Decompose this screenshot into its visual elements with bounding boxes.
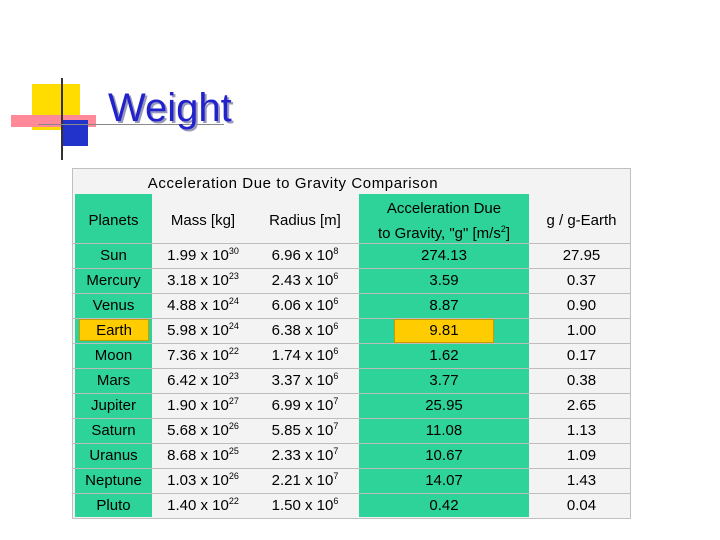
cell-planet: Neptune <box>85 472 142 489</box>
cell-planet: Uranus <box>89 447 138 464</box>
cell-acceleration: 3.59 <box>429 272 459 289</box>
acceleration-column-highlight <box>359 194 529 517</box>
table-row: Venus 4.88 x 1024 6.06 x 106 8.87 0.90 <box>73 293 630 318</box>
table-row: Pluto 1.40 x 1022 1.50 x 106 0.42 0.04 <box>73 493 630 518</box>
cell-mass: 1.40 x 1022 <box>167 496 239 515</box>
cell-planet: Earth <box>79 319 149 341</box>
cell-mass: 5.98 x 1024 <box>167 321 239 340</box>
header-planets: Planets <box>88 212 139 229</box>
cell-radius: 1.50 x 106 <box>271 496 339 515</box>
cell-ratio: 1.13 <box>566 422 597 439</box>
header-acceleration: Acceleration Due to Gravity, "g" [m/s2] <box>377 199 511 242</box>
table-row: Uranus 8.68 x 1025 2.33 x 107 10.67 1.09 <box>73 443 630 468</box>
cell-ratio: 0.17 <box>566 347 597 364</box>
decor-vertical-line <box>61 78 63 160</box>
cell-radius: 6.38 x 106 <box>271 321 339 340</box>
cell-planet: Jupiter <box>90 397 137 414</box>
table-row: Neptune 1.03 x 1026 2.21 x 107 14.07 1.43 <box>73 468 630 493</box>
cell-acceleration: 3.77 <box>429 372 459 389</box>
cell-mass: 1.90 x 1027 <box>167 396 239 415</box>
cell-mass: 5.68 x 1026 <box>167 421 239 440</box>
cell-planet: Mercury <box>86 272 141 289</box>
table-row: Mercury 3.18 x 1023 2.43 x 106 3.59 0.37 <box>73 268 630 293</box>
cell-radius: 6.96 x 108 <box>271 246 339 265</box>
cell-radius: 2.43 x 106 <box>271 271 339 290</box>
table-row: Jupiter 1.90 x 1027 6.99 x 107 25.95 2.65 <box>73 393 630 418</box>
cell-acceleration: 8.87 <box>429 297 459 314</box>
header-mass: Mass [kg] <box>170 212 236 229</box>
cell-ratio: 1.09 <box>566 447 597 464</box>
cell-mass: 1.99 x 1030 <box>167 246 239 265</box>
cell-planet: Mars <box>96 372 131 389</box>
table-row: Moon 7.36 x 1022 1.74 x 106 1.62 0.17 <box>73 343 630 368</box>
table-caption: Acceleration Due to Gravity Comparison <box>147 175 439 192</box>
cell-planet: Moon <box>94 347 133 364</box>
cell-mass: 4.88 x 1024 <box>167 296 239 315</box>
cell-acceleration: 10.67 <box>425 447 463 464</box>
cell-mass: 8.68 x 1025 <box>167 446 239 465</box>
cell-radius: 6.99 x 107 <box>271 396 339 415</box>
cell-ratio: 2.65 <box>566 397 597 414</box>
cell-radius: 6.06 x 106 <box>271 296 339 315</box>
cell-mass: 6.42 x 1023 <box>167 371 239 390</box>
cell-radius: 2.33 x 107 <box>271 446 339 465</box>
table-row: Saturn 5.68 x 1026 5.85 x 107 11.08 1.13 <box>73 418 630 443</box>
cell-ratio: 0.04 <box>566 497 597 514</box>
cell-radius: 3.37 x 106 <box>271 371 339 390</box>
cell-ratio: 27.95 <box>562 247 601 264</box>
cell-mass: 7.36 x 1022 <box>167 346 239 365</box>
cell-radius: 2.21 x 107 <box>271 471 339 490</box>
gravity-table: Acceleration Due to Gravity Comparison P… <box>72 168 631 519</box>
cell-planet: Saturn <box>91 422 136 439</box>
cell-acceleration: 274.13 <box>421 247 467 264</box>
table-row: Mars 6.42 x 1023 3.37 x 106 3.77 0.38 <box>73 368 630 393</box>
cell-mass: 3.18 x 1023 <box>167 271 239 290</box>
cell-ratio: 0.38 <box>566 372 597 389</box>
table-row: Earth 5.98 x 1024 6.38 x 106 9.81 1.00 <box>73 318 630 343</box>
cell-radius: 1.74 x 106 <box>271 346 339 365</box>
cell-acceleration: 1.62 <box>429 347 459 364</box>
table-row: Sun 1.99 x 1030 6.96 x 108 274.13 27.95 <box>73 243 630 268</box>
slide-title: Weight <box>108 86 232 130</box>
decor-horizontal-line <box>38 124 224 125</box>
cell-acceleration: 11.08 <box>425 422 463 439</box>
cell-ratio: 1.00 <box>566 322 597 339</box>
cell-planet: Sun <box>100 247 127 264</box>
cell-radius: 5.85 x 107 <box>271 421 339 440</box>
header-radius: Radius [m] <box>269 212 341 229</box>
cell-acceleration: 9.81 <box>394 319 494 343</box>
planet-column-highlight <box>75 194 152 517</box>
cell-ratio: 0.90 <box>566 297 597 314</box>
cell-ratio: 1.43 <box>566 472 597 489</box>
cell-acceleration: 25.95 <box>425 397 463 414</box>
cell-ratio: 0.37 <box>566 272 597 289</box>
cell-mass: 1.03 x 1026 <box>167 471 239 490</box>
cell-planet: Venus <box>92 297 135 314</box>
cell-acceleration: 0.42 <box>429 497 459 514</box>
header-ratio: g / g-Earth <box>546 212 617 229</box>
cell-acceleration: 14.07 <box>425 472 463 489</box>
cell-planet: Pluto <box>96 497 131 514</box>
